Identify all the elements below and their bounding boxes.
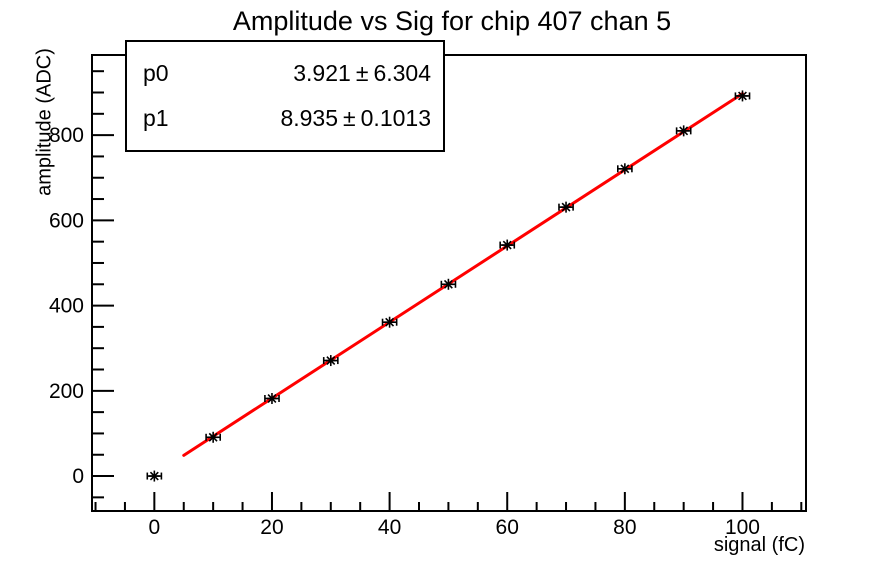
param-name-p1: p1 xyxy=(143,105,169,131)
fit-line xyxy=(182,92,744,457)
y-tick-label: 0 xyxy=(72,465,84,488)
chart-title: Amplitude vs Sig for chip 407 chan 5 xyxy=(232,6,672,36)
x-axis-title: signal (fC) xyxy=(713,534,805,556)
x-tick-label: 100 xyxy=(725,516,760,539)
p0-value: 3.921 xyxy=(293,60,351,86)
data-point-marker xyxy=(146,470,163,482)
p1-value: 8.935 xyxy=(280,105,339,131)
x-tick-label: 60 xyxy=(496,516,519,539)
data-point-marker xyxy=(616,163,633,175)
fit-stats-box: p0 3.921 ±6.304 p1 8.935 ±0.1013 xyxy=(125,40,445,152)
x-tick-label: 20 xyxy=(260,516,283,539)
data-point-marker xyxy=(558,201,574,213)
plus-minus-sign: ± xyxy=(355,60,369,86)
data-point-marker xyxy=(499,239,516,251)
y-tick-label: 800 xyxy=(49,124,84,147)
plus-minus-sign: ± xyxy=(343,105,356,131)
y-tick-label: 400 xyxy=(49,295,84,318)
data-point-marker xyxy=(675,125,692,137)
p1-error: 0.1013 xyxy=(360,105,431,131)
x-tick-label: 80 xyxy=(613,516,636,539)
stat-row-p1: p1 8.935 ±0.1013 xyxy=(143,105,431,132)
p0-error: 6.304 xyxy=(373,60,431,86)
data-point-marker xyxy=(322,355,339,367)
x-tick-label: 0 xyxy=(148,516,160,539)
data-point-marker xyxy=(381,316,398,328)
data-point-marker xyxy=(440,278,457,290)
param-value-p0: 3.921 ±6.304 xyxy=(293,60,431,87)
stat-row-p0: p0 3.921 ±6.304 xyxy=(143,60,431,87)
y-tick-label: 200 xyxy=(49,380,84,403)
data-points xyxy=(146,90,751,482)
y-axis: 0 200 400 600 800 xyxy=(49,70,114,499)
param-value-p1: 8.935 ±0.1013 xyxy=(280,105,431,132)
param-name-p0: p0 xyxy=(143,60,169,86)
y-tick-label: 600 xyxy=(49,209,84,232)
data-point-marker xyxy=(264,392,280,404)
x-axis: 0 20 40 60 80 100 xyxy=(94,492,803,539)
x-tick-label: 40 xyxy=(378,516,401,539)
data-point-marker xyxy=(205,431,222,443)
y-axis-title: amplitude (ADC) xyxy=(33,48,56,196)
data-point-marker xyxy=(734,90,751,102)
